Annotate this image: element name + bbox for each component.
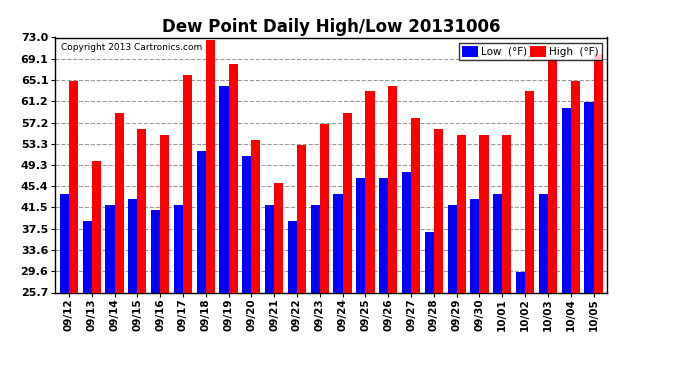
Bar <box>83 221 92 375</box>
Bar <box>219 86 228 375</box>
Bar <box>160 135 169 375</box>
Bar <box>471 199 480 375</box>
Bar <box>228 64 237 375</box>
Bar <box>525 92 534 375</box>
Title: Dew Point Daily High/Low 20131006: Dew Point Daily High/Low 20131006 <box>162 18 500 36</box>
Bar <box>333 194 343 375</box>
Bar <box>151 210 160 375</box>
Bar <box>548 59 557 375</box>
Bar <box>539 194 548 375</box>
Bar <box>516 272 525 375</box>
Bar <box>319 124 329 375</box>
Bar <box>343 113 352 375</box>
Bar <box>265 205 274 375</box>
Bar <box>593 54 602 375</box>
Bar <box>92 162 101 375</box>
Bar <box>106 205 115 375</box>
Bar <box>379 178 388 375</box>
Bar <box>251 140 261 375</box>
Bar <box>274 183 284 375</box>
Bar <box>448 205 457 375</box>
Bar <box>425 232 434 375</box>
Bar <box>502 135 511 375</box>
Bar <box>402 172 411 375</box>
Bar <box>411 118 420 375</box>
Bar <box>60 194 69 375</box>
Bar <box>366 92 375 375</box>
Bar <box>310 205 319 375</box>
Text: Copyright 2013 Cartronics.com: Copyright 2013 Cartronics.com <box>61 43 202 52</box>
Bar <box>434 129 443 375</box>
Bar <box>562 108 571 375</box>
Bar <box>206 40 215 375</box>
Bar <box>457 135 466 375</box>
Bar <box>128 199 137 375</box>
Bar <box>297 146 306 375</box>
Bar <box>388 86 397 375</box>
Bar <box>69 81 78 375</box>
Bar <box>197 151 206 375</box>
Bar <box>115 113 124 375</box>
Bar <box>356 178 366 375</box>
Bar <box>493 194 502 375</box>
Bar <box>183 75 192 375</box>
Bar <box>174 205 183 375</box>
Bar <box>584 102 593 375</box>
Legend: Low  (°F), High  (°F): Low (°F), High (°F) <box>460 43 602 60</box>
Bar <box>242 156 251 375</box>
Bar <box>480 135 489 375</box>
Bar <box>571 81 580 375</box>
Bar <box>137 129 146 375</box>
Bar <box>288 221 297 375</box>
